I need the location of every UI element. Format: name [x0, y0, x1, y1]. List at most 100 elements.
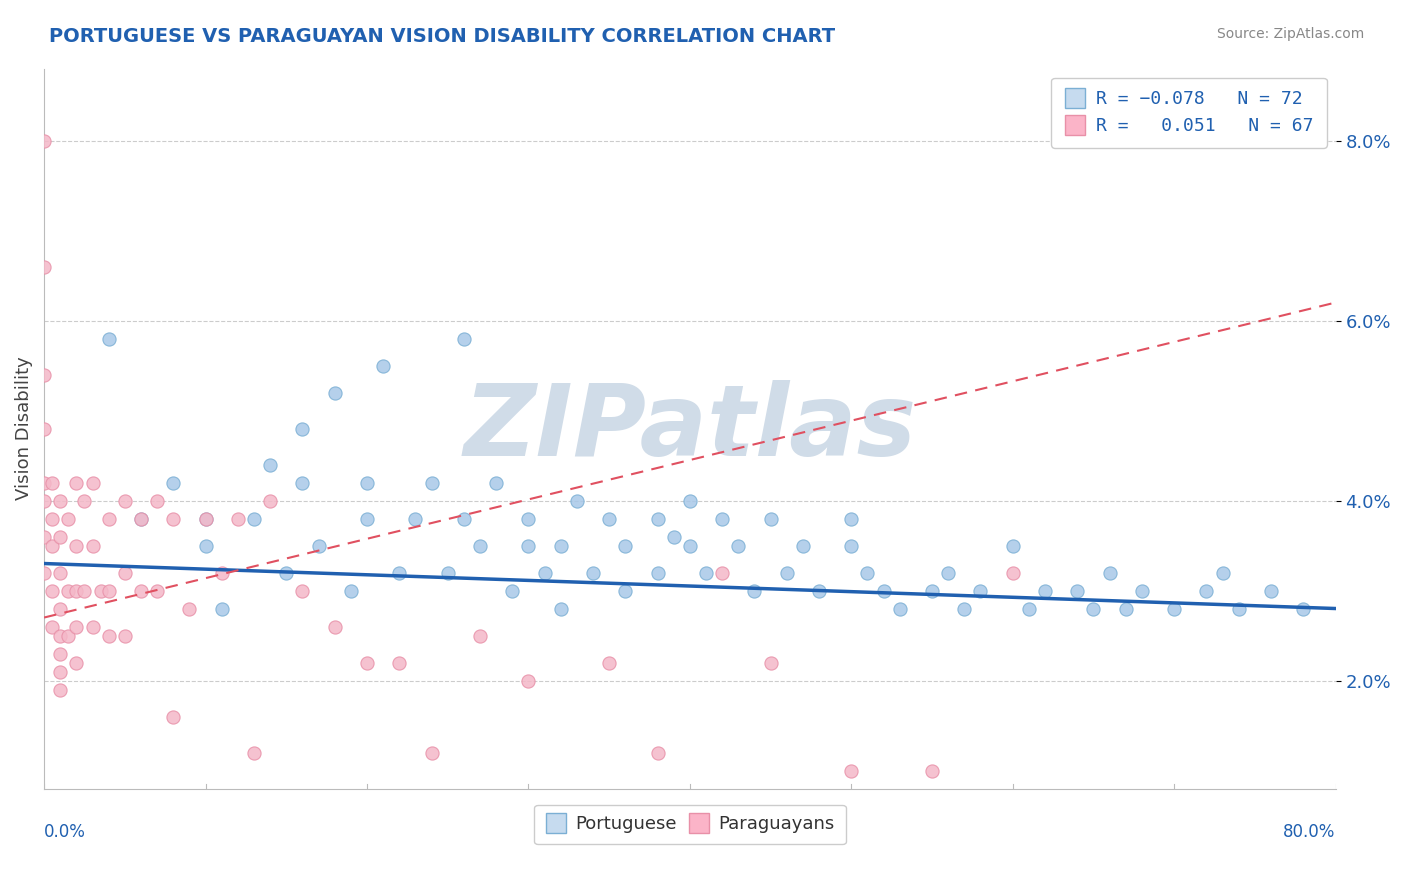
- Point: [598, 656, 620, 670]
- Point: [82, 619, 104, 633]
- Point: [808, 583, 831, 598]
- Point: [41, 475, 63, 490]
- Point: [73, 583, 96, 598]
- Point: [388, 656, 411, 670]
- Point: [1098, 566, 1121, 580]
- Point: [73, 493, 96, 508]
- Point: [468, 628, 491, 642]
- Point: [1212, 566, 1234, 580]
- Point: [82, 539, 104, 553]
- Text: 80.0%: 80.0%: [1284, 823, 1336, 841]
- Point: [291, 583, 314, 598]
- Point: [226, 511, 249, 525]
- Point: [97, 511, 120, 525]
- Point: [373, 359, 395, 373]
- Point: [32, 421, 55, 435]
- Point: [679, 493, 702, 508]
- Point: [404, 511, 426, 525]
- Point: [243, 746, 266, 760]
- Point: [468, 539, 491, 553]
- Point: [97, 332, 120, 346]
- Text: 0.0%: 0.0%: [44, 823, 86, 841]
- Point: [856, 566, 879, 580]
- Point: [194, 511, 217, 525]
- Point: [32, 368, 55, 382]
- Point: [162, 475, 184, 490]
- Point: [65, 656, 87, 670]
- Point: [921, 583, 943, 598]
- Point: [32, 493, 55, 508]
- Point: [598, 511, 620, 525]
- Point: [49, 493, 72, 508]
- Point: [872, 583, 894, 598]
- Point: [32, 475, 55, 490]
- Point: [146, 493, 169, 508]
- Point: [129, 511, 152, 525]
- Point: [356, 511, 378, 525]
- Point: [647, 746, 669, 760]
- Point: [792, 539, 814, 553]
- Point: [32, 566, 55, 580]
- Point: [420, 475, 443, 490]
- Point: [340, 583, 363, 598]
- Point: [582, 566, 605, 580]
- Point: [114, 628, 136, 642]
- Point: [49, 665, 72, 679]
- Point: [114, 566, 136, 580]
- Point: [58, 511, 80, 525]
- Point: [1163, 601, 1185, 615]
- Point: [759, 511, 782, 525]
- Point: [1001, 539, 1024, 553]
- Point: [1033, 583, 1056, 598]
- Point: [162, 511, 184, 525]
- Point: [711, 511, 734, 525]
- Point: [744, 583, 766, 598]
- Point: [614, 539, 637, 553]
- Point: [49, 601, 72, 615]
- Point: [533, 566, 555, 580]
- Point: [194, 539, 217, 553]
- Point: [211, 566, 233, 580]
- Text: ZIPatlas: ZIPatlas: [464, 380, 917, 477]
- Point: [1115, 601, 1137, 615]
- Point: [936, 566, 959, 580]
- Point: [388, 566, 411, 580]
- Point: [436, 566, 458, 580]
- Point: [776, 566, 799, 580]
- Point: [97, 628, 120, 642]
- Point: [485, 475, 508, 490]
- Point: [453, 511, 475, 525]
- Point: [58, 583, 80, 598]
- Point: [501, 583, 523, 598]
- Point: [1195, 583, 1218, 598]
- Point: [49, 628, 72, 642]
- Text: PORTUGUESE VS PARAGUAYAN VISION DISABILITY CORRELATION CHART: PORTUGUESE VS PARAGUAYAN VISION DISABILI…: [49, 27, 835, 45]
- Point: [32, 529, 55, 543]
- Point: [517, 511, 540, 525]
- Point: [647, 566, 669, 580]
- Point: [259, 458, 281, 472]
- Point: [323, 385, 346, 400]
- Point: [49, 529, 72, 543]
- Point: [695, 566, 717, 580]
- Point: [953, 601, 976, 615]
- Point: [969, 583, 991, 598]
- Point: [179, 601, 201, 615]
- Point: [711, 566, 734, 580]
- Point: [727, 539, 749, 553]
- Point: [65, 475, 87, 490]
- Point: [1260, 583, 1282, 598]
- Point: [49, 647, 72, 661]
- Point: [550, 601, 572, 615]
- Point: [41, 511, 63, 525]
- Point: [517, 539, 540, 553]
- Point: [194, 511, 217, 525]
- Point: [129, 583, 152, 598]
- Point: [162, 709, 184, 723]
- Point: [453, 332, 475, 346]
- Point: [41, 583, 63, 598]
- Point: [647, 511, 669, 525]
- Point: [323, 619, 346, 633]
- Point: [276, 566, 298, 580]
- Point: [356, 475, 378, 490]
